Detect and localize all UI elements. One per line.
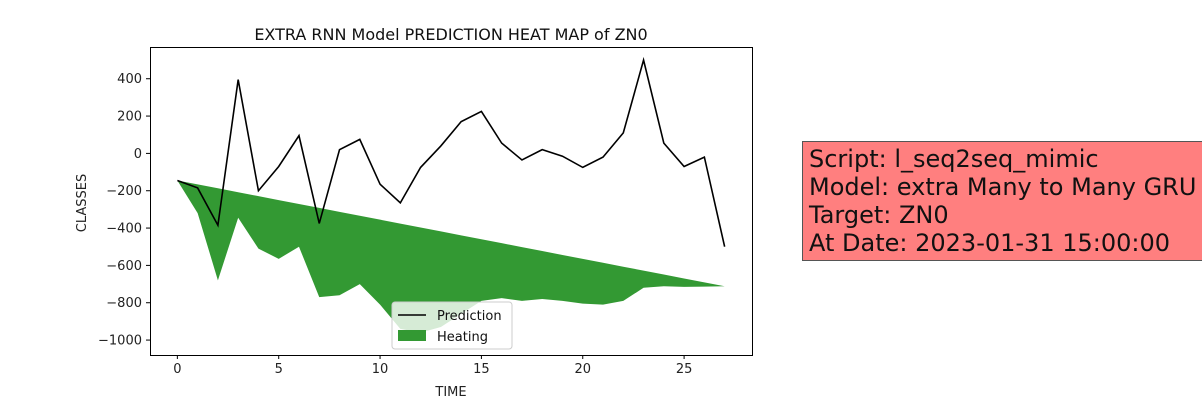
info-model: Model: extra Many to Many GRU	[809, 173, 1197, 201]
legend: Prediction Heating	[391, 301, 513, 350]
y-axis-label: CLASSES	[75, 174, 90, 232]
info-date: At Date: 2023-01-31 15:00:00	[809, 229, 1171, 257]
prediction-line	[177, 56, 726, 247]
x-tick-label: 15	[473, 362, 490, 377]
x-tick-label: 0	[173, 362, 181, 377]
legend-prediction-label: Prediction	[437, 309, 502, 324]
y-axis-ticks: −1000 −800 −600 −400 −200 0 200 400	[98, 72, 150, 349]
y-tick-label: −1000	[98, 334, 142, 349]
x-axis-label: TIME	[434, 385, 466, 400]
x-axis-ticks: 0 5 10 15 20 25	[173, 355, 692, 377]
y-tick-label: −400	[106, 222, 142, 237]
legend-heating-label: Heating	[437, 330, 488, 345]
y-tick-label: 400	[117, 72, 142, 87]
heating-area-layer	[177, 180, 725, 333]
heating-area	[177, 180, 725, 333]
info-script: Script: l_seq2seq_mimic	[809, 145, 1099, 173]
x-tick-label: 20	[574, 362, 591, 377]
legend-heating-swatch	[398, 330, 426, 341]
prediction-line-layer	[177, 56, 726, 247]
chart-title: EXTRA RNN Model PREDICTION HEAT MAP of Z…	[254, 25, 647, 44]
y-tick-label: −200	[106, 184, 142, 199]
y-tick-label: 200	[117, 110, 142, 125]
info-box: Script: l_seq2seq_mimic Model: extra Man…	[802, 141, 1202, 261]
y-tick-label: −800	[106, 296, 142, 311]
plot-frame	[150, 47, 753, 356]
x-tick-label: 5	[275, 362, 283, 377]
y-tick-label: −600	[106, 259, 142, 274]
y-tick-label: 0	[134, 147, 142, 162]
x-tick-label: 10	[372, 362, 389, 377]
info-target: Target: ZN0	[809, 201, 949, 229]
x-tick-label: 25	[676, 362, 693, 377]
